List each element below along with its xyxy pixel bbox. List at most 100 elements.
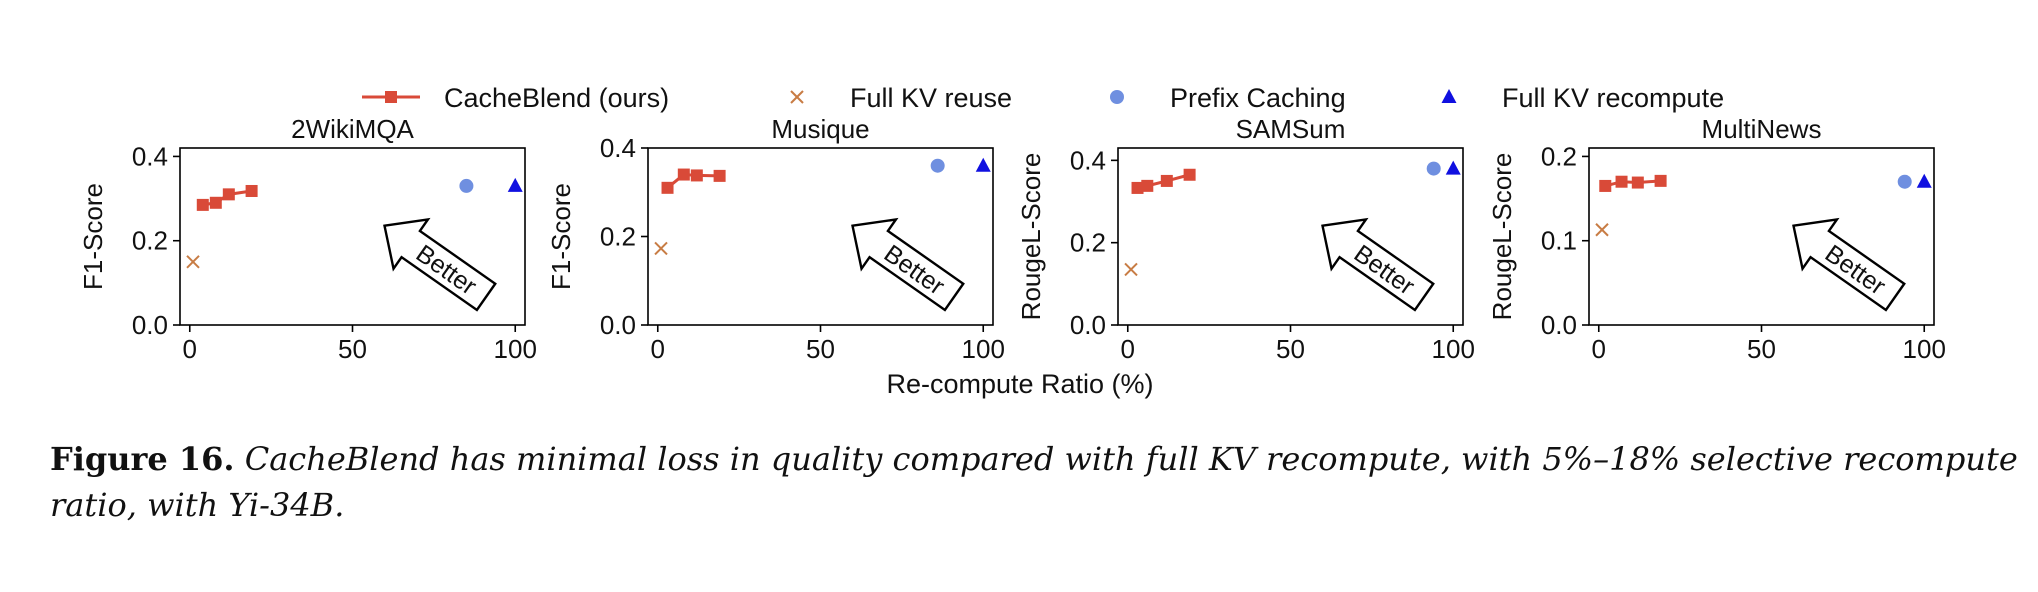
better-arrow-shape	[383, 217, 497, 312]
y-tick-label: 0.4	[1070, 145, 1106, 175]
series-cacheblend-ours	[1131, 168, 1196, 194]
y-tick-label: 0.0	[600, 310, 636, 340]
series-line	[666, 173, 720, 189]
series-full-kv-recompute	[975, 157, 991, 172]
y-axis-label: RougeL-Score	[1016, 153, 1046, 321]
better-arrow-shape	[851, 217, 965, 312]
data-point	[459, 178, 474, 193]
data-point-b	[1595, 223, 1609, 237]
y-tick-label: 0.2	[600, 222, 636, 252]
x-tick-label: 0	[1121, 334, 1135, 364]
y-tick-label: 0.2	[132, 226, 168, 256]
legend-item-3: Full KV recompute	[1441, 83, 1724, 113]
data-point	[930, 158, 945, 173]
x-tick-label: 50	[1747, 334, 1776, 364]
series-full-kv-reuse	[1124, 262, 1138, 277]
data-point	[713, 169, 726, 182]
data-point	[1615, 175, 1628, 188]
series-full-kv-reuse	[654, 241, 668, 256]
series-prefix-caching	[459, 178, 474, 193]
series-prefix-caching	[930, 158, 945, 173]
data-point	[661, 181, 674, 194]
caption-text: CacheBlend has minimal loss in quality c…	[50, 440, 2018, 524]
data-point	[677, 168, 690, 181]
y-tick-label: 0.2	[1541, 141, 1577, 171]
y-tick-label: 0.2	[1070, 228, 1106, 258]
caption-label: Figure 16.	[50, 440, 235, 478]
x-tick-label: 0	[1592, 334, 1606, 364]
legend: CacheBlend (ours) Full KV reuse Prefix Cac…	[362, 83, 1724, 113]
data-point	[654, 241, 668, 256]
data-point	[1897, 174, 1912, 189]
legend-item-2: Prefix Caching	[1110, 83, 1346, 113]
chart-title: SAMSum	[1236, 114, 1346, 144]
data-point-b	[186, 255, 200, 269]
x-tick-label: 100	[494, 334, 537, 364]
data-point	[209, 196, 222, 209]
chart-panel-4: MultiNews 0.0 0.1 0.2 0 50 100 RougeL-Score Bett…	[1487, 114, 1946, 364]
y-axis-label: F1-Score	[546, 183, 576, 290]
series-cacheblend-ours	[661, 168, 726, 194]
series-full-kv-recompute	[1916, 173, 1932, 188]
data-point	[1631, 176, 1644, 189]
legend-marker-b	[790, 90, 804, 104]
data-point	[186, 255, 200, 269]
data-point	[1183, 168, 1196, 181]
data-point	[1916, 173, 1932, 188]
legend-item-0: CacheBlend (ours)	[362, 83, 669, 113]
data-point	[1124, 262, 1138, 277]
data-point	[245, 184, 258, 197]
figure-caption: Figure 16. CacheBlend has minimal loss i…	[50, 436, 2038, 528]
chart-title: 2WikiMQA	[291, 114, 414, 144]
series-line	[202, 189, 252, 207]
data-point	[690, 169, 703, 182]
legend-label: CacheBlend (ours)	[444, 83, 669, 113]
chart-panel-3: SAMSum 0.0 0.2 0.4 0 50 100 RougeL-Score Better	[1016, 114, 1475, 364]
series-full-kv-reuse	[186, 255, 200, 269]
legend-label: Full KV recompute	[1502, 83, 1724, 113]
series-prefix-caching	[1426, 161, 1441, 176]
x-tick-label: 50	[338, 334, 367, 364]
better-arrow-shape	[1321, 217, 1435, 312]
series-full-kv-recompute	[1445, 160, 1461, 175]
x-tick-label: 0	[183, 334, 197, 364]
legend-marker	[790, 90, 804, 104]
chart-panel-2: Musique 0.0 0.2 0.4 0 50 100 F1-Score Better	[546, 114, 1005, 364]
data-point	[1654, 174, 1667, 187]
data-point	[1595, 223, 1609, 237]
series-cacheblend-ours	[196, 184, 258, 211]
x-tick-label: 50	[806, 334, 835, 364]
better-arrow: Better	[1792, 217, 1906, 312]
chart-panel-1: 2WikiMQA 0.0 0.2 0.4 0 50 100 F1-Score Better	[78, 114, 537, 364]
chart-title: MultiNews	[1702, 114, 1822, 144]
data-point	[507, 177, 523, 192]
x-tick-label: 50	[1276, 334, 1305, 364]
better-arrow: Better	[383, 217, 497, 312]
series-full-kv-reuse	[1595, 223, 1609, 237]
y-axis-label: RougeL-Score	[1487, 153, 1517, 321]
better-arrow: Better	[851, 217, 965, 312]
y-tick-label: 0.4	[132, 141, 168, 171]
data-point	[196, 198, 209, 211]
x-tick-label: 100	[962, 334, 1005, 364]
y-axis-label: F1-Score	[78, 183, 108, 290]
y-tick-label: 0.4	[600, 133, 636, 163]
figure-panels: CacheBlend (ours) Full KV reuse Prefix Cac…	[78, 83, 1946, 399]
series-cacheblend-ours	[1599, 174, 1667, 192]
legend-item-1: Full KV reuse	[790, 83, 1012, 113]
x-tick-label: 0	[651, 334, 665, 364]
legend-label: Prefix Caching	[1170, 83, 1346, 113]
legend-marker	[385, 91, 397, 103]
data-point	[222, 188, 235, 201]
better-arrow: Better	[1321, 217, 1435, 312]
data-point	[1426, 161, 1441, 176]
legend-label: Full KV reuse	[850, 83, 1012, 113]
y-tick-label: 0.0	[1070, 310, 1106, 340]
chart-title: Musique	[771, 114, 869, 144]
y-tick-label: 0.0	[132, 310, 168, 340]
data-point	[1445, 160, 1461, 175]
y-tick-label: 0.1	[1541, 226, 1577, 256]
series-prefix-caching	[1897, 174, 1912, 189]
series-full-kv-recompute	[507, 177, 523, 192]
data-point-b	[654, 241, 668, 256]
